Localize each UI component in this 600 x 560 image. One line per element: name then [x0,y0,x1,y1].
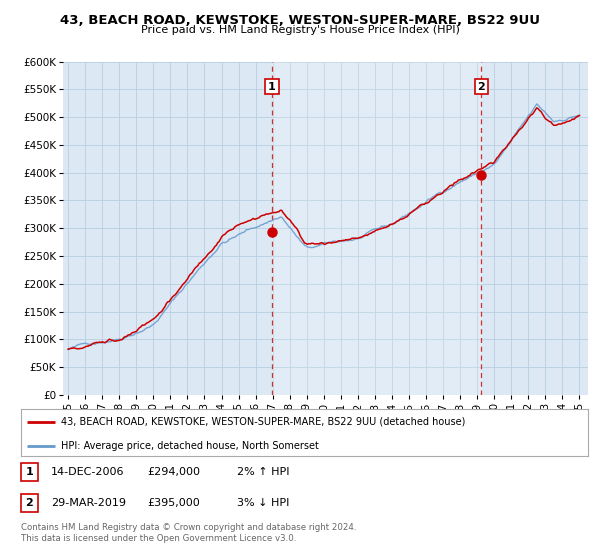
Text: 14-DEC-2006: 14-DEC-2006 [51,467,125,477]
Text: 3% ↓ HPI: 3% ↓ HPI [237,498,289,508]
Text: 29-MAR-2019: 29-MAR-2019 [51,498,126,508]
Text: 2: 2 [26,498,33,508]
Text: 1: 1 [268,82,276,92]
Text: 43, BEACH ROAD, KEWSTOKE, WESTON-SUPER-MARE, BS22 9UU: 43, BEACH ROAD, KEWSTOKE, WESTON-SUPER-M… [60,14,540,27]
Text: 1: 1 [26,467,33,477]
Bar [272,62,481,395]
Text: 2% ↑ HPI: 2% ↑ HPI [237,467,290,477]
Text: This data is licensed under the Open Government Licence v3.0.: This data is licensed under the Open Gov… [21,534,296,543]
Text: 43, BEACH ROAD, KEWSTOKE, WESTON-SUPER-MARE, BS22 9UU (detached house): 43, BEACH ROAD, KEWSTOKE, WESTON-SUPER-M… [61,417,465,427]
Text: £294,000: £294,000 [147,467,200,477]
Text: 2: 2 [478,82,485,92]
Text: Contains HM Land Registry data © Crown copyright and database right 2024.: Contains HM Land Registry data © Crown c… [21,523,356,532]
Text: Price paid vs. HM Land Registry's House Price Index (HPI): Price paid vs. HM Land Registry's House … [140,25,460,35]
Text: £395,000: £395,000 [147,498,200,508]
Text: HPI: Average price, detached house, North Somerset: HPI: Average price, detached house, Nort… [61,441,319,451]
